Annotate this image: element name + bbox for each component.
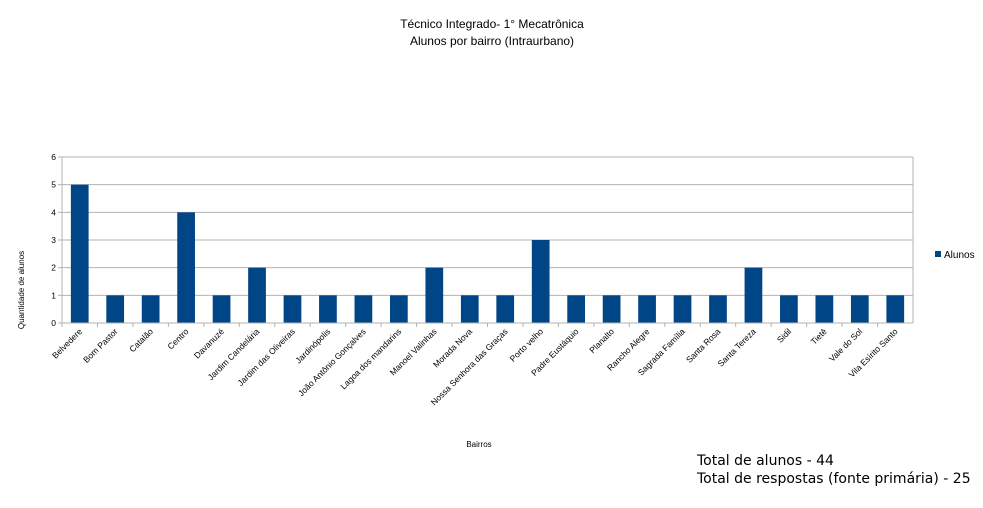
bar [886, 295, 905, 323]
x-tick-label: Belvedere [50, 326, 84, 360]
bar [531, 240, 550, 323]
legend-label: Alunos [944, 250, 975, 261]
bar [248, 267, 266, 323]
bar [850, 295, 869, 323]
gridlines [58, 156, 913, 324]
x-tick-label: Sidil [775, 326, 794, 345]
bar [673, 295, 692, 323]
y-axis-title: Quantidade de alunos [17, 251, 26, 329]
bar [744, 267, 763, 323]
x-axis-title: Bairros [466, 440, 491, 449]
bars [61, 184, 905, 327]
x-tick-label: Davanuzé [192, 326, 226, 360]
x-tick-label: Tietê [809, 326, 829, 346]
bar [567, 295, 586, 323]
x-tick-label: João Antônio Gonçalves [296, 326, 368, 398]
x-tick-label: Centro [165, 326, 190, 351]
y-tick-label: 3 [51, 235, 56, 245]
x-tick-label: Santa Tereza [715, 326, 758, 369]
chart-title: Técnico Integrado- 1° Mecatrônica [400, 17, 584, 31]
legend: Alunos [935, 250, 975, 261]
bar [319, 295, 337, 323]
bar [70, 184, 89, 323]
axes [61, 157, 914, 324]
y-tick-label: 5 [51, 180, 56, 190]
bar [354, 295, 373, 323]
y-tick-label: 0 [51, 318, 56, 328]
x-tick-label: Lagoa dos mandarins [338, 326, 403, 391]
bar [496, 295, 515, 323]
total-students-text: Total de alunos - 44 [697, 453, 834, 469]
x-tick-label: Catalão [127, 326, 155, 354]
x-tick-label: Vale do Sol [827, 326, 864, 363]
x-tick-label: Bom Pastor [81, 326, 120, 365]
y-tick-label: 6 [51, 152, 56, 162]
totals-note: Total de alunos - 44 Total de respostas … [697, 452, 971, 488]
y-tick-label: 1 [51, 290, 56, 300]
bar [106, 295, 125, 323]
chart-subtitle: Alunos por bairro (Intraurbano) [410, 34, 574, 48]
bar [212, 295, 231, 323]
y-tick-labels: 0 1 2 3 4 5 6 [51, 152, 56, 328]
bar [425, 267, 444, 323]
legend-swatch [935, 251, 941, 257]
x-tick-label: Nossa Senhora das Graças [429, 326, 510, 407]
bar [177, 212, 195, 323]
bar [460, 295, 479, 323]
total-responses-text: Total de respostas (fonte primária) - 25 [697, 471, 971, 487]
bar [780, 295, 798, 323]
y-tick-label: 2 [51, 263, 56, 273]
bar [389, 295, 408, 323]
bar [141, 295, 160, 323]
x-tick-label: Porto velho [508, 326, 546, 364]
x-tick-label: Planalto [587, 326, 616, 355]
bar [602, 295, 621, 323]
bar [638, 295, 656, 323]
bar [283, 295, 302, 323]
bar [709, 295, 727, 323]
y-tick-label: 4 [51, 207, 56, 217]
bar [815, 295, 834, 323]
